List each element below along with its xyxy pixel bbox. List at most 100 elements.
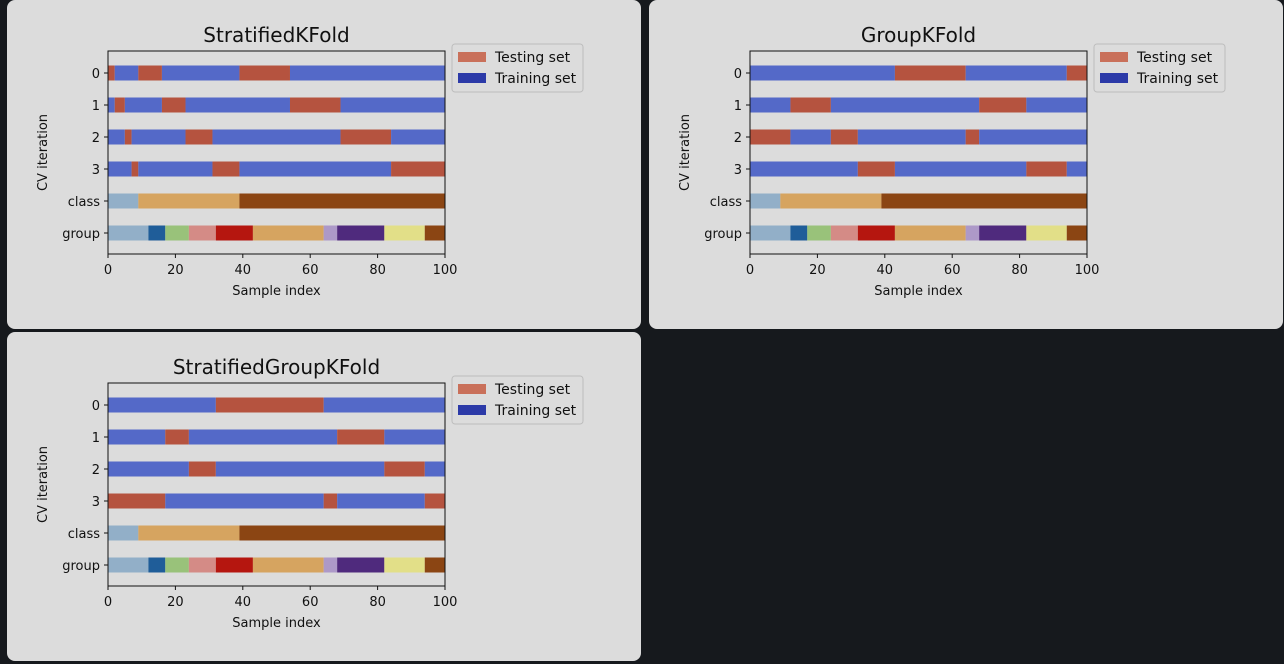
y-tick-label: 3 bbox=[92, 163, 100, 178]
x-tick-label: 80 bbox=[369, 595, 386, 610]
training-segment bbox=[830, 97, 980, 113]
y-axis-label: CV iteration bbox=[678, 114, 693, 191]
x-axis-label: Sample index bbox=[232, 616, 321, 631]
group-segment bbox=[252, 557, 324, 573]
training-segment bbox=[289, 65, 445, 81]
y-axis-label: CV iteration bbox=[36, 446, 51, 523]
training-segment bbox=[857, 129, 966, 145]
testing-segment bbox=[391, 161, 445, 177]
group-segment bbox=[215, 557, 253, 573]
y-tick-label: 0 bbox=[734, 67, 742, 82]
group-segment bbox=[323, 225, 338, 241]
testing-segment bbox=[114, 97, 125, 113]
training-segment bbox=[340, 97, 445, 113]
legend-testing-swatch bbox=[1100, 52, 1128, 62]
x-tick-label: 20 bbox=[809, 263, 826, 278]
training-segment bbox=[108, 129, 125, 145]
x-tick-label: 100 bbox=[433, 263, 458, 278]
group-segment bbox=[252, 225, 324, 241]
group-segment bbox=[965, 225, 980, 241]
testing-segment bbox=[965, 129, 980, 145]
testing-segment bbox=[323, 493, 338, 509]
testing-segment bbox=[185, 129, 213, 145]
group-segment bbox=[384, 225, 425, 241]
group-segment bbox=[857, 225, 895, 241]
y-tick-label: group bbox=[704, 227, 742, 242]
training-segment bbox=[1066, 161, 1087, 177]
axes-frame bbox=[107, 50, 446, 255]
x-tick-label: 0 bbox=[746, 263, 754, 278]
testing-segment bbox=[340, 129, 392, 145]
group-segment bbox=[807, 225, 831, 241]
y-tick-label: class bbox=[710, 195, 742, 210]
x-tick-label: 0 bbox=[104, 263, 112, 278]
x-tick-label: 80 bbox=[369, 263, 386, 278]
y-axis-label: CV iteration bbox=[36, 114, 51, 191]
testing-segment bbox=[384, 461, 425, 477]
testing-segment bbox=[1066, 65, 1087, 81]
y-tick-label: class bbox=[68, 195, 100, 210]
training-segment bbox=[239, 161, 392, 177]
chart-panel-stratified-kfold: StratifiedKFold 0 1 2 3 class group 0 20 40 60 80 10… bbox=[7, 0, 641, 329]
class-segment bbox=[138, 193, 240, 209]
testing-segment bbox=[830, 129, 858, 145]
testing-segment bbox=[161, 97, 186, 113]
testing-segment bbox=[212, 161, 240, 177]
training-segment bbox=[114, 65, 139, 81]
chart-svg: StratifiedKFold 0 1 2 3 class group 0 20 40 60 80 10… bbox=[36, 23, 584, 299]
x-tick-label: 100 bbox=[433, 595, 458, 610]
testing-segment bbox=[857, 161, 895, 177]
group-segment bbox=[215, 225, 253, 241]
x-tick-label: 20 bbox=[167, 595, 184, 610]
training-segment bbox=[212, 129, 341, 145]
y-tick-label: class bbox=[68, 527, 100, 542]
group-segment bbox=[830, 225, 858, 241]
testing-segment bbox=[239, 65, 290, 81]
testing-segment bbox=[124, 129, 132, 145]
training-segment bbox=[165, 493, 324, 509]
training-segment bbox=[337, 493, 425, 509]
group-segment bbox=[979, 225, 1027, 241]
testing-segment bbox=[108, 493, 166, 509]
x-tick-label: 60 bbox=[302, 595, 319, 610]
testing-segment bbox=[894, 65, 966, 81]
legend-training-label: Training set bbox=[1136, 71, 1219, 87]
training-segment bbox=[108, 161, 132, 177]
training-segment bbox=[1026, 97, 1087, 113]
chart-title: GroupKFold bbox=[861, 23, 976, 47]
training-segment bbox=[391, 129, 445, 145]
class-segment bbox=[780, 193, 882, 209]
class-segment bbox=[108, 193, 139, 209]
x-axis-label: Sample index bbox=[874, 284, 963, 299]
class-segment bbox=[239, 525, 445, 541]
class-segment bbox=[239, 193, 445, 209]
legend-training-label: Training set bbox=[494, 403, 577, 419]
training-segment bbox=[161, 65, 240, 81]
training-segment bbox=[323, 397, 445, 413]
testing-segment bbox=[979, 97, 1027, 113]
training-segment bbox=[108, 397, 216, 413]
x-tick-label: 40 bbox=[877, 263, 894, 278]
testing-segment bbox=[790, 97, 831, 113]
testing-segment bbox=[188, 461, 216, 477]
group-segment bbox=[323, 557, 338, 573]
x-tick-label: 0 bbox=[104, 595, 112, 610]
chart-title: StratifiedGroupKFold bbox=[173, 355, 380, 379]
training-segment bbox=[790, 129, 831, 145]
training-segment bbox=[185, 97, 290, 113]
group-segment bbox=[1026, 225, 1067, 241]
testing-segment bbox=[337, 429, 385, 445]
x-tick-label: 60 bbox=[302, 263, 319, 278]
legend-testing-label: Testing set bbox=[494, 50, 571, 66]
y-tick-label: 3 bbox=[734, 163, 742, 178]
legend-training-swatch bbox=[458, 73, 486, 83]
testing-segment bbox=[108, 65, 115, 81]
class-segment bbox=[881, 193, 1087, 209]
legend-training-swatch bbox=[1100, 73, 1128, 83]
axes-frame bbox=[749, 50, 1088, 255]
testing-segment bbox=[424, 493, 445, 509]
training-segment bbox=[965, 65, 1067, 81]
group-segment bbox=[108, 557, 149, 573]
axes-frame bbox=[107, 382, 446, 587]
testing-segment bbox=[131, 161, 139, 177]
